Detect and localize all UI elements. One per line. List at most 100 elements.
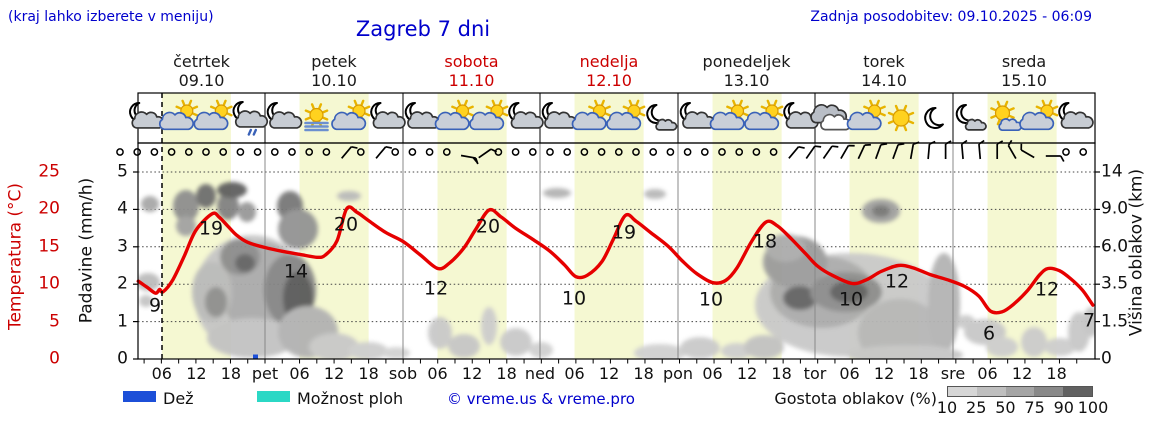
- precipitation-tick-label: 0: [117, 348, 128, 369]
- sun-ray: [1004, 100, 1009, 107]
- x-axis-hour-label: 18: [358, 364, 379, 383]
- line: [874, 144, 882, 160]
- x-axis-day-label: tor: [803, 364, 827, 383]
- wind-barb-icon: [978, 139, 985, 160]
- wind-barb-icon: [909, 141, 920, 160]
- sun-ray: [1052, 105, 1059, 110]
- temperature-value-label: 9: [148, 294, 162, 317]
- temperature-tick-label: 25: [38, 161, 60, 182]
- density-tick-label: 90: [1053, 398, 1074, 417]
- weather-icon-sc: [571, 99, 611, 131]
- temperature-tick-label: 0: [49, 348, 60, 369]
- sun-ray: [903, 104, 908, 111]
- daylight-band: [574, 93, 644, 359]
- cloud-height-tick-label: 9.0: [1101, 198, 1129, 219]
- sun-ray: [766, 99, 771, 106]
- sun-ray: [304, 109, 311, 114]
- cloud-blob: [348, 342, 388, 359]
- weather-icon-sc: [846, 99, 886, 131]
- sun-ray: [502, 112, 509, 117]
- sun-ray: [777, 105, 784, 110]
- precipitation-tick-label: 2: [117, 273, 128, 294]
- line: [996, 140, 1004, 145]
- weather-icon-mcr: [232, 100, 269, 136]
- temperature-curve: [136, 205, 1095, 315]
- wind-calm-icon: [563, 148, 572, 156]
- day-header-name: sobota: [444, 52, 499, 71]
- line: [1020, 149, 1035, 159]
- sun-ray: [318, 103, 323, 110]
- cloud-blob: [278, 209, 318, 249]
- cloud-blob: [543, 188, 571, 198]
- wind-calm-icon: [202, 148, 210, 156]
- wind-calm-icon: [167, 148, 176, 156]
- sun-ray: [588, 105, 595, 110]
- wind-barb-icon: [996, 140, 1004, 159]
- line: [840, 145, 850, 160]
- cloud-density-legend-label: Gostota oblakov (%): [774, 389, 937, 408]
- showers-legend-swatch: [257, 391, 290, 402]
- line: [475, 157, 479, 165]
- line: [341, 146, 352, 159]
- sun-ray: [738, 99, 743, 106]
- density-segment: [1005, 387, 1035, 396]
- x-axis-day-label: ned: [524, 364, 556, 383]
- density-segment: [948, 387, 977, 396]
- sun-ray: [903, 125, 908, 132]
- rain-legend-label: Dež: [163, 389, 194, 408]
- day-header-name: četrtek: [173, 52, 230, 71]
- precipitation-tick-label: 4: [117, 198, 128, 219]
- temperature-value-label: 12: [423, 277, 449, 300]
- sun-ray: [485, 105, 492, 110]
- cloud-blob: [986, 337, 1018, 357]
- wind-calm-icon: [649, 148, 658, 156]
- cloud-shape: [964, 118, 987, 131]
- cloud-blob: [217, 192, 239, 220]
- wind-calm-icon: [632, 148, 640, 156]
- day-header-date: 13.10: [723, 71, 770, 90]
- cloud-shape: [1019, 111, 1055, 131]
- cloud-shape: [372, 111, 406, 129]
- wind-calm-icon: [580, 148, 589, 156]
- precipitation-tick-label: 1: [117, 311, 128, 332]
- wind-calm-icon: [700, 148, 709, 156]
- wind-calm-icon: [116, 148, 124, 156]
- line: [961, 139, 968, 145]
- line: [814, 145, 822, 148]
- wind-barb-icon: [375, 145, 393, 159]
- cloud-blob: [529, 342, 553, 358]
- cloud-density-colorbar: [947, 386, 1093, 397]
- wind-calm-icon: [511, 148, 520, 156]
- line: [978, 143, 982, 160]
- temperature-tick-label: 20: [38, 198, 60, 219]
- sun-ray: [875, 99, 880, 106]
- line: [848, 144, 855, 147]
- sun-ray: [639, 105, 646, 110]
- weather-icon-ms: [646, 103, 678, 131]
- sun-ray: [863, 105, 870, 110]
- moon-crescent: [924, 106, 944, 129]
- temperature-value-label: 10: [561, 287, 587, 310]
- sun-ray: [742, 112, 749, 117]
- day-header-date: 11.10: [448, 71, 495, 90]
- cloud-blob: [1021, 327, 1047, 357]
- wind-barb-icon: [927, 140, 936, 160]
- x-axis-day-label: sre: [940, 364, 966, 383]
- x-axis-hour-label: 12: [873, 364, 895, 383]
- wind-barb-icon: [892, 142, 905, 160]
- weather-icon-sc: [606, 99, 646, 131]
- line: [822, 145, 833, 159]
- cloud-shape: [655, 118, 678, 131]
- cloud-height-tick-label: 6.0: [1101, 236, 1129, 257]
- density-tick-label: 75: [1024, 398, 1045, 417]
- cloud-blob: [176, 216, 196, 236]
- wind-calm-icon: [322, 148, 331, 156]
- copyright-link[interactable]: © vreme.us & vreme.pro: [447, 390, 635, 408]
- weather-icon-sc: [709, 99, 749, 131]
- rain-bar: [253, 354, 258, 359]
- sun-ray: [1008, 114, 1015, 119]
- wind-calm-icon: [614, 148, 623, 156]
- cloud-blob: [1083, 307, 1095, 337]
- wind-calm-icon: [735, 148, 744, 156]
